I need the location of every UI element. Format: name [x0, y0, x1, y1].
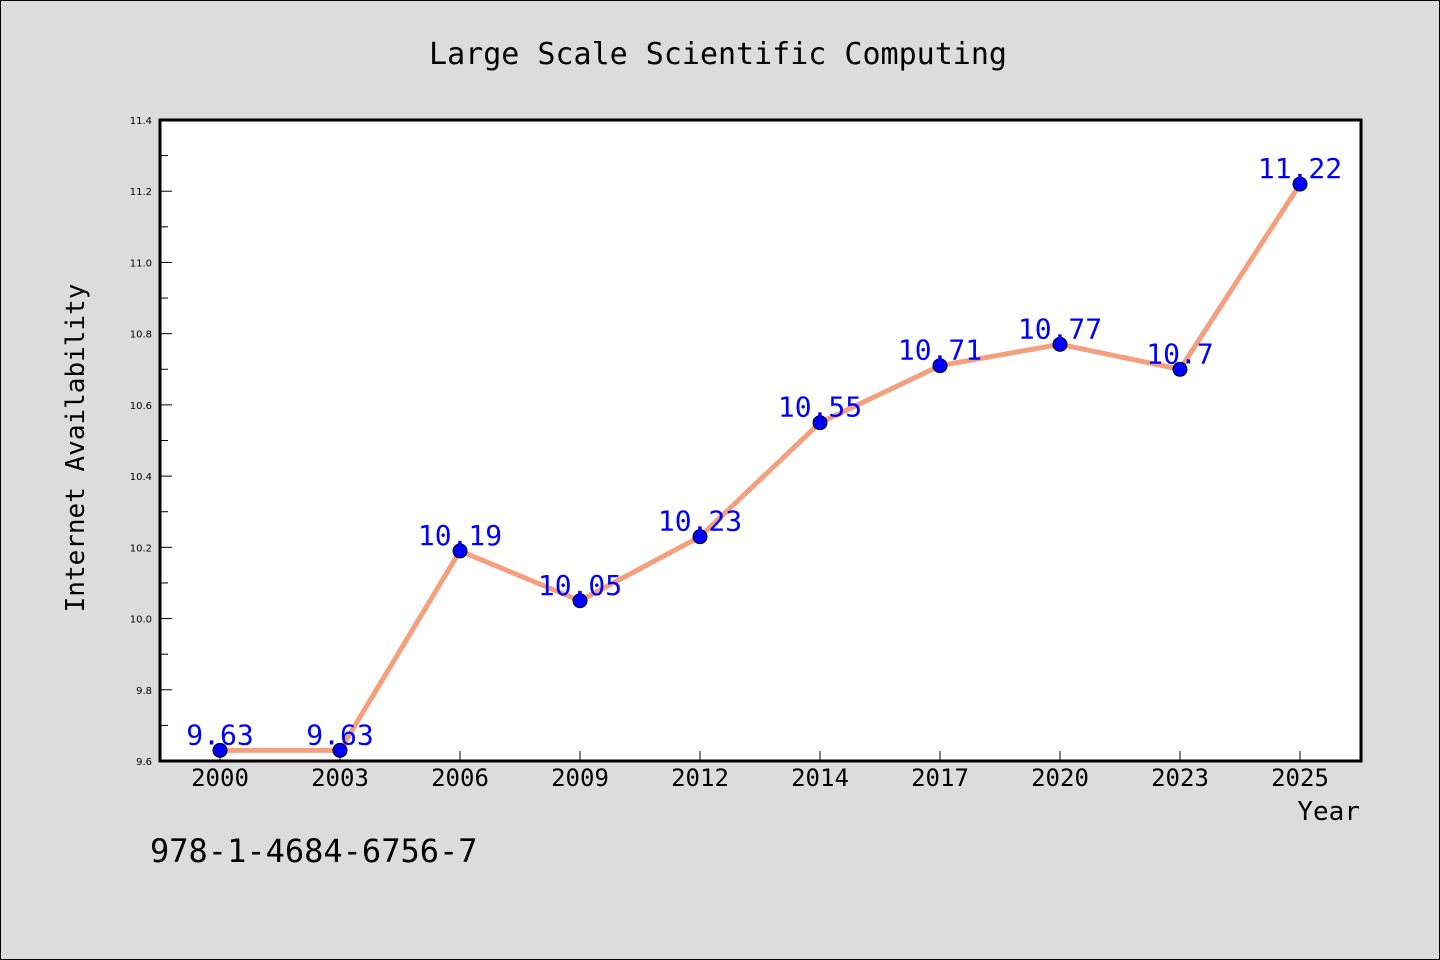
y-axis-ticks: 9.6 9.8 10.0 10.2 10.4 10.6 10.8 11.0 11.2 11.4	[130, 116, 172, 768]
x-tick-label: 2020	[1031, 764, 1089, 792]
x-tick-label: 2017	[911, 764, 969, 792]
data-point	[812, 415, 828, 431]
data-point	[332, 742, 348, 758]
data-label: 10.23	[658, 505, 742, 538]
x-tick-label: 2025	[1271, 764, 1329, 792]
data-point	[1172, 361, 1188, 377]
y-axis-label: Internet Availability	[61, 284, 91, 613]
series-line	[220, 182, 1303, 753]
y-tick-label: 10.6	[130, 401, 152, 412]
x-tick-label: 2023	[1151, 764, 1209, 792]
data-label: 11.22	[1258, 152, 1342, 185]
data-point	[932, 358, 948, 374]
data-label: 10.05	[538, 569, 622, 602]
x-axis-label: Year	[1297, 797, 1360, 827]
x-tick-label: 2009	[551, 764, 609, 792]
isbn-text: 978-1-4684-6756-7	[150, 832, 478, 870]
data-label: 9.63	[186, 718, 253, 751]
y-tick-label: 11.2	[130, 187, 152, 198]
x-tick-label: 2014	[791, 764, 849, 792]
data-point	[452, 543, 468, 559]
y-tick-label: 10.2	[130, 543, 152, 554]
data-labels: 9.63 9.63 10.19 10.05 10.23 10.55 10.71 10.77 10…	[186, 152, 1342, 751]
y-tick-label: 9.8	[136, 686, 152, 697]
data-label: 10.71	[898, 334, 982, 367]
x-tick-label: 2000	[191, 764, 249, 792]
y-tick-label: 10.8	[130, 330, 152, 341]
y-tick-label: 11.4	[130, 116, 152, 127]
data-point	[1292, 176, 1308, 192]
data-label: 10.55	[778, 391, 862, 424]
y-tick-label: 11.0	[130, 258, 152, 269]
y-tick-label: 10.4	[130, 472, 152, 483]
data-point	[572, 593, 588, 609]
y-tick-label: 9.6	[136, 757, 152, 768]
data-point	[1052, 336, 1068, 352]
x-axis-ticks: 2000 2003 2006 2009 2012 2014 2017 2020 2023 2025	[191, 751, 1329, 792]
x-tick-label: 2006	[431, 764, 489, 792]
data-label: 10.19	[418, 519, 502, 552]
data-points	[212, 176, 1308, 758]
data-label: 9.63	[306, 718, 373, 751]
chart-title: Large Scale Scientific Computing	[429, 37, 1007, 72]
x-tick-label: 2003	[311, 764, 369, 792]
data-point	[692, 529, 708, 545]
data-point	[212, 742, 228, 758]
plot-area	[158, 118, 1363, 763]
y-tick-label: 10.0	[130, 615, 152, 626]
data-label: 10.77	[1018, 312, 1102, 345]
x-tick-label: 2012	[671, 764, 729, 792]
data-label: 10.7	[1146, 337, 1213, 370]
